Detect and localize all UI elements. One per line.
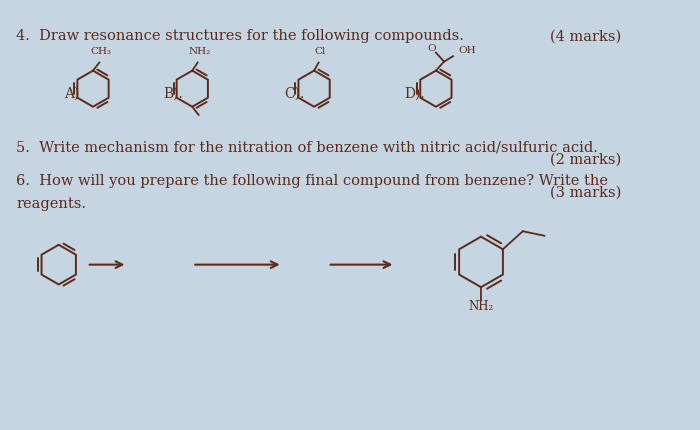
Text: (4 marks): (4 marks): [550, 29, 621, 43]
Text: D).: D).: [405, 86, 425, 100]
Text: NH₂: NH₂: [188, 47, 211, 56]
Text: reagents.: reagents.: [16, 197, 86, 211]
Text: OH: OH: [458, 46, 476, 55]
Text: B).: B).: [163, 86, 183, 100]
Text: NH₂: NH₂: [468, 300, 493, 313]
Text: 4.  Draw resonance structures for the following compounds.: 4. Draw resonance structures for the fol…: [16, 29, 464, 43]
Text: (2 marks): (2 marks): [550, 153, 621, 167]
Text: (3 marks): (3 marks): [550, 185, 621, 200]
Text: 6.  How will you prepare the following final compound from benzene? Write the: 6. How will you prepare the following fi…: [16, 174, 608, 188]
Text: 5.  Write mechanism for the nitration of benzene with nitric acid/sulfuric acid.: 5. Write mechanism for the nitration of …: [16, 140, 598, 154]
Text: A): A): [64, 86, 80, 100]
Text: C).: C).: [284, 86, 304, 100]
Text: CH₃: CH₃: [90, 47, 111, 56]
Text: Cl: Cl: [315, 47, 326, 56]
Text: O: O: [427, 43, 435, 52]
